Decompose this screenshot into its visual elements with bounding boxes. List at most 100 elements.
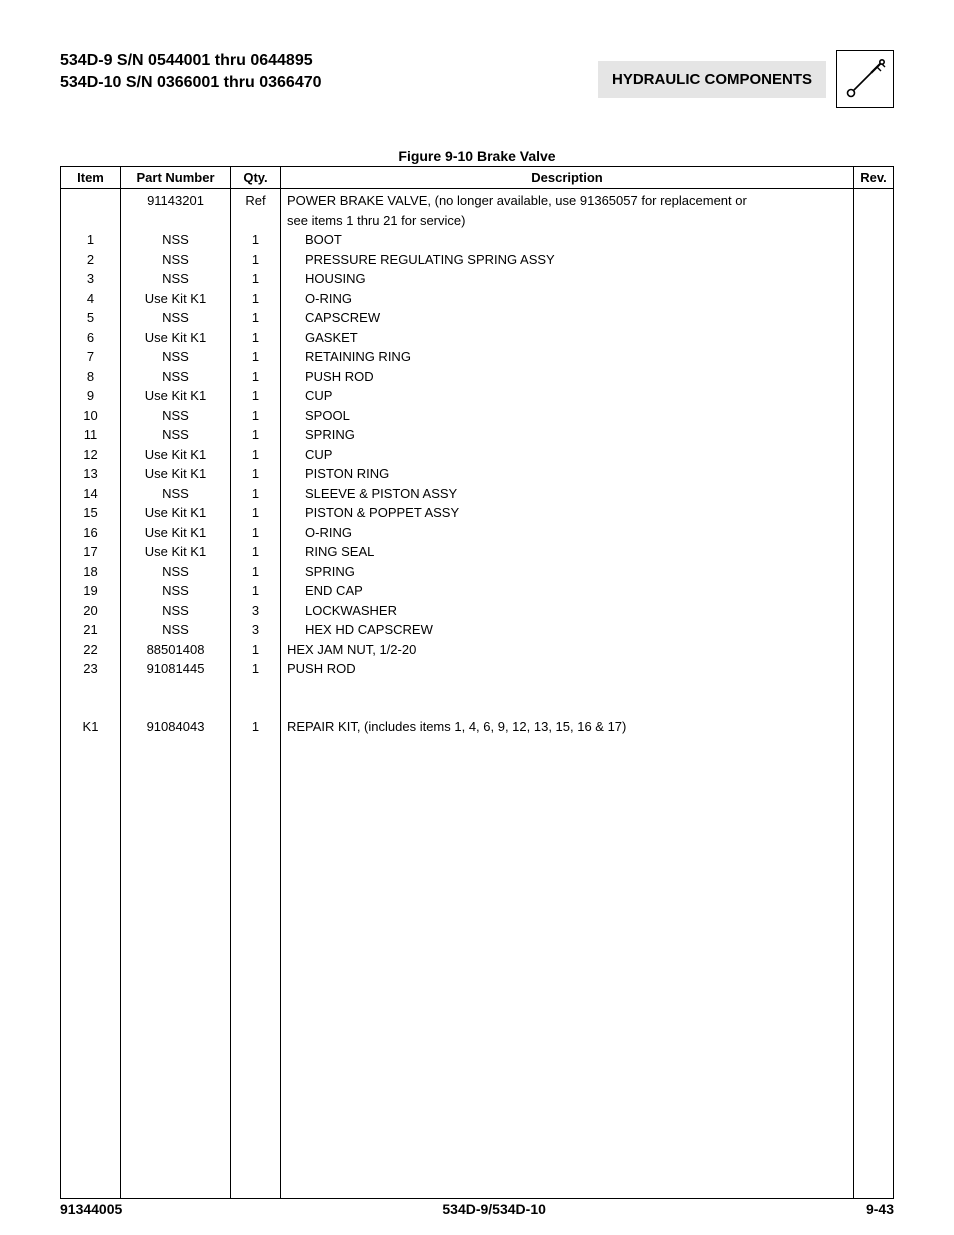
cell-rev [854,189,894,1199]
spacer [67,775,114,795]
table-header: Item Part Number Qty. Description Rev. [61,167,894,189]
table-row: 1 [237,464,274,484]
footer-left: 91344005 [60,1201,122,1217]
col-header-item: Item [61,167,121,189]
table-row: PUSH ROD [287,367,847,387]
table-row: NSS [127,484,224,504]
spacer [67,1107,114,1127]
spacer [67,756,114,776]
table-row: PISTON & POPPET ASSY [287,503,847,523]
spacer [287,931,847,951]
spacer [127,1146,224,1166]
table-row: 12 [67,445,114,465]
spacer [127,990,224,1010]
table-row: SPRING [287,425,847,445]
spacer [237,1126,274,1146]
spacer [237,1029,274,1049]
spacer [237,951,274,971]
spacer [237,892,274,912]
table-row: NSS [127,406,224,426]
spacer [237,1048,274,1068]
spacer [67,873,114,893]
spacer [237,1146,274,1166]
spacer [67,795,114,815]
table-row: 23 [67,659,114,679]
table-row: PISTON RING [287,464,847,484]
table-row [67,211,114,231]
table-row: NSS [127,367,224,387]
table-row: CUP [287,386,847,406]
table-row: 1 [67,230,114,250]
footer-right: 9-43 [866,1201,894,1217]
table-row: 91143201 [127,191,224,211]
spacer [287,1126,847,1146]
table-row: 16 [67,523,114,543]
spacer [237,1107,274,1127]
spacer [237,775,274,795]
table-row: 1 [237,445,274,465]
spacer [67,970,114,990]
spacer [287,990,847,1010]
table-row: SPRING [287,562,847,582]
spacer [127,873,224,893]
table-row: 1 [237,386,274,406]
spacer [127,931,224,951]
table-body: 1234567891011121314151617181920212223 K1… [61,189,894,1199]
table-row: 9 [67,386,114,406]
table-row: 20 [67,601,114,621]
table-row: 91084043 [127,717,224,737]
header-model-info: 534D-9 S/N 0544001 thru 0644895 534D-10 … [60,50,322,95]
table-row: 1 [237,425,274,445]
table-row: 1 [237,230,274,250]
spacer [67,1126,114,1146]
spacer [237,736,274,756]
table-row: 91081445 [127,659,224,679]
table-row: REPAIR KIT, (includes items 1, 4, 6, 9, … [287,717,847,737]
table-row: 11 [67,425,114,445]
table-row: 1 [237,503,274,523]
spacer [127,951,224,971]
table-row: NSS [127,620,224,640]
figure-title: Figure 9-10 Brake Valve [60,148,894,164]
spacer [287,1009,847,1029]
spacer [67,1029,114,1049]
cell-parts: 91143201 NSS NSS NSS Use Kit K1 NSS Use Kit K… [121,189,231,1199]
table-row: 17 [67,542,114,562]
spacer [287,892,847,912]
spacer [67,1068,114,1088]
spacer [287,1048,847,1068]
spacer [287,679,847,717]
spacer [67,736,114,756]
spacer [287,736,847,756]
table-row: Use Kit K1 [127,328,224,348]
table-row [237,211,274,231]
spacer [237,990,274,1010]
spacer [127,1107,224,1127]
table-row: END CAP [287,581,847,601]
spacer [237,795,274,815]
table-row: 3 [237,601,274,621]
spacer [67,814,114,834]
table-row: 1 [237,328,274,348]
spacer [237,970,274,990]
table-row: CUP [287,445,847,465]
parts-table: Item Part Number Qty. Description Rev. 1… [60,166,894,1199]
spacer [67,679,114,717]
spacer [287,912,847,932]
table-row: 22 [67,640,114,660]
spacer [237,756,274,776]
table-row [127,211,224,231]
table-row: 3 [237,620,274,640]
section-title: HYDRAULIC COMPONENTS [598,61,826,98]
spacer [127,756,224,776]
page-footer: 91344005 534D-9/534D-10 9-43 [60,1201,894,1217]
spacer [127,1126,224,1146]
spacer [127,853,224,873]
table-row: CAPSCREW [287,308,847,328]
spacer [237,834,274,854]
header-right: HYDRAULIC COMPONENTS [598,50,894,108]
table-row: 1 [237,484,274,504]
table-row: Use Kit K1 [127,445,224,465]
spacer [287,1029,847,1049]
spacer [237,873,274,893]
